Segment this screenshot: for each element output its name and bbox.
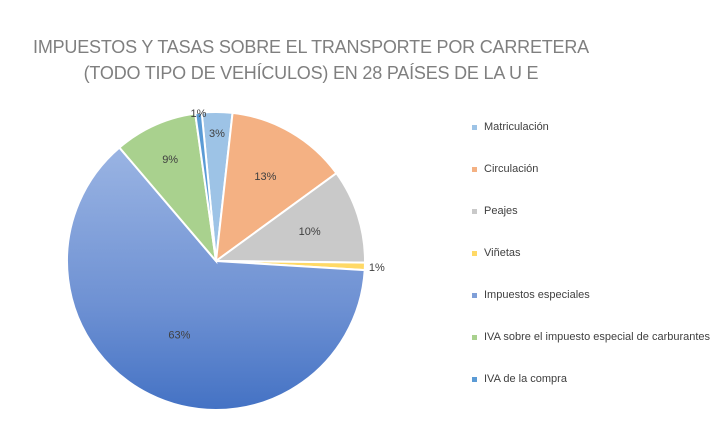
pie-slice-iva-de-la-compra bbox=[194, 111, 217, 262]
legend-label: IVA sobre el impuesto especial de carbur… bbox=[484, 331, 711, 343]
legend-label: Peajes bbox=[484, 205, 518, 217]
pie-slice-peajes bbox=[212, 171, 366, 264]
legend-swatch bbox=[472, 251, 477, 256]
legend-item-circulacion: Circulación bbox=[472, 162, 712, 177]
legend-label: Circulación bbox=[484, 163, 539, 175]
legend-item-vinetas: Viñetas bbox=[472, 246, 712, 261]
data-label-vinetas: 1% bbox=[369, 262, 385, 274]
legend-item-matriculacion: Matriculación bbox=[472, 120, 712, 135]
legend-swatch bbox=[472, 125, 477, 130]
legend-item-iva-de-la-compra: IVA de la compra bbox=[472, 372, 712, 387]
chart-title-line-2: (TODO TIPO DE VEHÍCULOS) EN 28 PAÍSES DE… bbox=[83, 63, 539, 83]
legend-swatch bbox=[472, 335, 477, 340]
legend-label: Viñetas bbox=[484, 247, 521, 259]
legend-item-iva-sobre-el-impuesto-especial-de-carburantes: IVA sobre el impuesto especial de carbur… bbox=[472, 330, 712, 345]
legend-label: IVA de la compra bbox=[484, 373, 567, 385]
chart-title-line-1: IMPUESTOS Y TASAS SOBRE EL TRANSPORTE PO… bbox=[33, 37, 589, 57]
legend-item-peajes: Peajes bbox=[472, 204, 712, 219]
chart-title: IMPUESTOS Y TASAS SOBRE EL TRANSPORTE PO… bbox=[0, 34, 622, 86]
legend-label: Impuestos especiales bbox=[484, 289, 590, 301]
pie-slice-iva-sobre-el-impuesto-especial-de-carburantes bbox=[117, 112, 218, 265]
legend-label: Matriculación bbox=[484, 121, 549, 133]
legend-item-impuestos-especiales: Impuestos especiales bbox=[472, 288, 712, 303]
legend-swatch bbox=[472, 293, 477, 298]
pie-slice-circulacion bbox=[214, 111, 338, 264]
legend-swatch bbox=[472, 209, 477, 214]
pie-slice-impuestos-especiales bbox=[66, 146, 366, 411]
data-label-circulacion: 13% bbox=[254, 171, 276, 183]
data-label-impuestos-especiales: 63% bbox=[168, 329, 190, 341]
legend-swatch bbox=[472, 377, 477, 382]
data-label-matriculacion: 3% bbox=[209, 128, 225, 140]
data-label-iva-sobre-el-impuesto-especial-de-carburantes: 9% bbox=[162, 154, 178, 166]
legend-swatch bbox=[472, 167, 477, 172]
data-label-iva-de-la-compra: 1% bbox=[191, 108, 207, 120]
data-label-peajes: 10% bbox=[299, 226, 321, 238]
